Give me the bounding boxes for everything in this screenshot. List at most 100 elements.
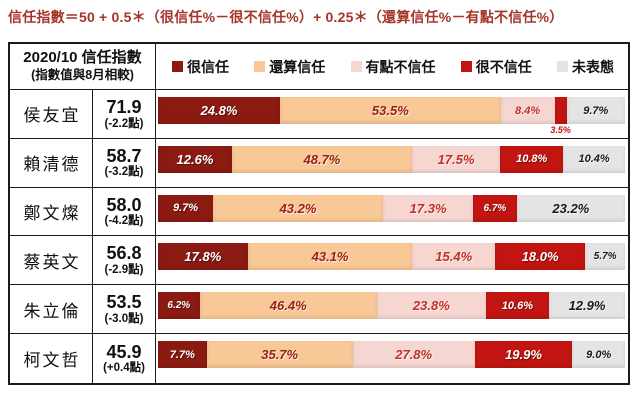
bar-segment-未表態: 12.9% xyxy=(549,292,625,320)
bar-segment-還算信任: 43.2% xyxy=(212,194,383,222)
index-change: (-3.2點) xyxy=(104,166,144,179)
bar-segment-value: 7.7% xyxy=(169,348,195,361)
table-header-title: 2020/10 信任指數 xyxy=(23,49,142,67)
legend-label: 未表態 xyxy=(572,58,614,75)
bar-segment-value: 24.8% xyxy=(200,103,238,118)
bar-segment-value: 43.1% xyxy=(311,249,349,265)
index-change: (-2.9點) xyxy=(104,264,144,277)
legend-swatch-very-trust-icon xyxy=(172,61,183,72)
bar-segment-value: 17.8% xyxy=(184,249,222,265)
bar-segment-value: 15.4% xyxy=(435,249,473,265)
stacked-bar-cell: 24.8% 53.5% 8.4% 3.5% 9.7% xyxy=(156,90,628,139)
bar-segment-很信任: 12.6% xyxy=(158,145,232,173)
index-value-cell: 53.5 (-3.0點) xyxy=(93,285,156,335)
politician-name: 賴清德 xyxy=(10,138,93,188)
table-header-cell: 2020/10 信任指數 (指數值與8月相較) xyxy=(10,44,156,90)
stacked-bar-cell: 12.6% 48.7% 17.5% 10.8% 10.4% xyxy=(156,139,628,188)
legend-swatch-somewhat-distrust-icon xyxy=(350,61,362,72)
bar-segment-還算信任: 53.5% xyxy=(280,97,501,124)
bar-segment-還算信任: 46.4% xyxy=(199,292,377,320)
bar-segment-很不信任: 18.0% xyxy=(495,243,586,271)
index-change: (-4.2點) xyxy=(104,215,144,228)
bar-segment-value: 27.8% xyxy=(395,347,433,363)
bar-segment-很不信任: 6.7% xyxy=(473,194,517,222)
index-change: (-3.0點) xyxy=(104,312,144,325)
stacked-bar: 7.7% 35.7% 27.8% 19.9% 9.0% xyxy=(158,341,625,369)
bar-segment-未表態: 9.7% xyxy=(566,97,625,124)
bar-segment-value: 35.7% xyxy=(261,347,299,363)
politician-name: 柯文哲 xyxy=(10,334,93,383)
stacked-bar: 9.7% 43.2% 17.3% 6.7% 23.2% xyxy=(158,194,625,222)
legend-item-somewhat-trust: 還算信任 xyxy=(254,57,325,77)
bar-segment-value: 6.7% xyxy=(483,202,507,214)
index-value: 71.9 xyxy=(106,96,142,117)
bar-segment-value: 23.2% xyxy=(552,200,590,216)
index-value: 53.5 xyxy=(106,292,142,313)
politician-name: 鄭文燦 xyxy=(10,187,93,237)
bar-segment-value: 23.8% xyxy=(412,298,450,314)
bar-segment-很不信任: 19.9% xyxy=(474,341,573,369)
legend-label: 有點不信任 xyxy=(365,58,436,75)
legend-label: 很信任 xyxy=(187,58,229,75)
stacked-bar-cell: 17.8% 43.1% 15.4% 18.0% 5.7% xyxy=(156,236,628,286)
stacked-bar-cell: 7.7% 35.7% 27.8% 19.9% 9.0% xyxy=(156,334,628,383)
bar-segment-有點不信任: 27.8% xyxy=(352,341,475,369)
index-value-cell: 45.9 (+0.4點) xyxy=(93,334,156,383)
bar-segment-未表態: 10.4% xyxy=(563,145,625,173)
stacked-bar: 6.2% 46.4% 23.8% 10.6% 12.9% xyxy=(158,292,625,320)
bar-segment-還算信任: 35.7% xyxy=(206,341,353,369)
legend-swatch-no-opinion-icon xyxy=(557,61,568,72)
bar-segment-很信任: 24.8% xyxy=(158,97,281,124)
index-value: 56.8 xyxy=(106,243,142,264)
bar-segment-value: 18.0% xyxy=(521,249,559,265)
legend-item-somewhat-distrust: 有點不信任 xyxy=(350,57,436,77)
bar-segment-value: 19.9% xyxy=(505,347,542,363)
bar-segment-很信任: 6.2% xyxy=(158,292,200,320)
legend-item-no-opinion: 未表態 xyxy=(557,57,614,77)
legend-item-very-distrust: 很不信任 xyxy=(460,57,532,77)
bar-segment-有點不信任: 8.4% xyxy=(500,97,555,124)
bar-segment-還算信任: 43.1% xyxy=(247,243,413,271)
bar-segment-value: 9.7% xyxy=(172,202,199,215)
legend: 很信任 還算信任 有點不信任 很不信任 未表態 xyxy=(156,44,628,90)
stacked-bar-cell: 9.7% 43.2% 17.3% 6.7% 23.2% xyxy=(156,188,628,237)
table-header-subtitle: (指數值與8月相較) xyxy=(31,68,134,83)
index-value-cell: 58.7 (-3.2點) xyxy=(93,138,156,188)
politician-name: 朱立倫 xyxy=(10,285,93,335)
bar-segment-value: 46.4% xyxy=(269,298,307,314)
index-value-cell: 71.9 (-2.2點) xyxy=(93,90,156,139)
stacked-bar: 24.8% 53.5% 8.4% 3.5% 9.7% xyxy=(158,97,625,135)
bar-segment-很不信任: 10.6% xyxy=(485,292,550,320)
index-value-cell: 56.8 (-2.9點) xyxy=(93,236,156,286)
bar-segment-value: 6.2% xyxy=(167,300,191,312)
index-change: (+0.4點) xyxy=(103,362,145,375)
legend-label: 還算信任 xyxy=(269,58,326,75)
stacked-bar: 12.6% 48.7% 17.5% 10.8% 10.4% xyxy=(158,145,625,173)
bar-segment-未表態: 5.7% xyxy=(585,243,625,271)
bar-segment-value: 3.5% xyxy=(550,125,571,135)
bar-segment-很信任: 17.8% xyxy=(158,243,248,271)
index-value: 58.7 xyxy=(106,145,142,166)
bar-segment-value: 9.0% xyxy=(586,348,612,361)
legend-swatch-somewhat-trust-icon xyxy=(254,61,266,72)
legend-item-very-trust: 很信任 xyxy=(172,57,229,77)
bar-segment-value: 43.2% xyxy=(279,200,317,216)
bar-segment-很不信任: 10.8% xyxy=(500,145,564,173)
bar-segment-value: 12.6% xyxy=(176,151,214,167)
bar-segment-value: 9.7% xyxy=(583,104,609,117)
index-value: 58.0 xyxy=(106,194,142,215)
bar-segment-未表態: 9.0% xyxy=(572,341,625,369)
index-value: 45.9 xyxy=(106,341,142,362)
bar-segment-value: 10.8% xyxy=(516,153,548,166)
trust-index-table: 2020/10 信任指數 (指數值與8月相較) 很信任 還算信任 有點不信任 很… xyxy=(8,42,630,385)
legend-label: 很不信任 xyxy=(475,58,532,75)
politician-name: 蔡英文 xyxy=(10,236,93,286)
bar-segment-很信任: 7.7% xyxy=(158,341,207,369)
bar-segment-value: 5.7% xyxy=(593,251,617,263)
bar-segment-很不信任: 3.5% xyxy=(550,97,571,135)
index-value-cell: 58.0 (-4.2點) xyxy=(93,187,156,237)
bar-segment-有點不信任: 17.3% xyxy=(382,194,474,222)
legend-swatch-very-distrust-icon xyxy=(460,61,472,72)
bar-segment-未表態: 23.2% xyxy=(516,194,625,222)
bar-segment-有點不信任: 23.8% xyxy=(376,292,486,320)
